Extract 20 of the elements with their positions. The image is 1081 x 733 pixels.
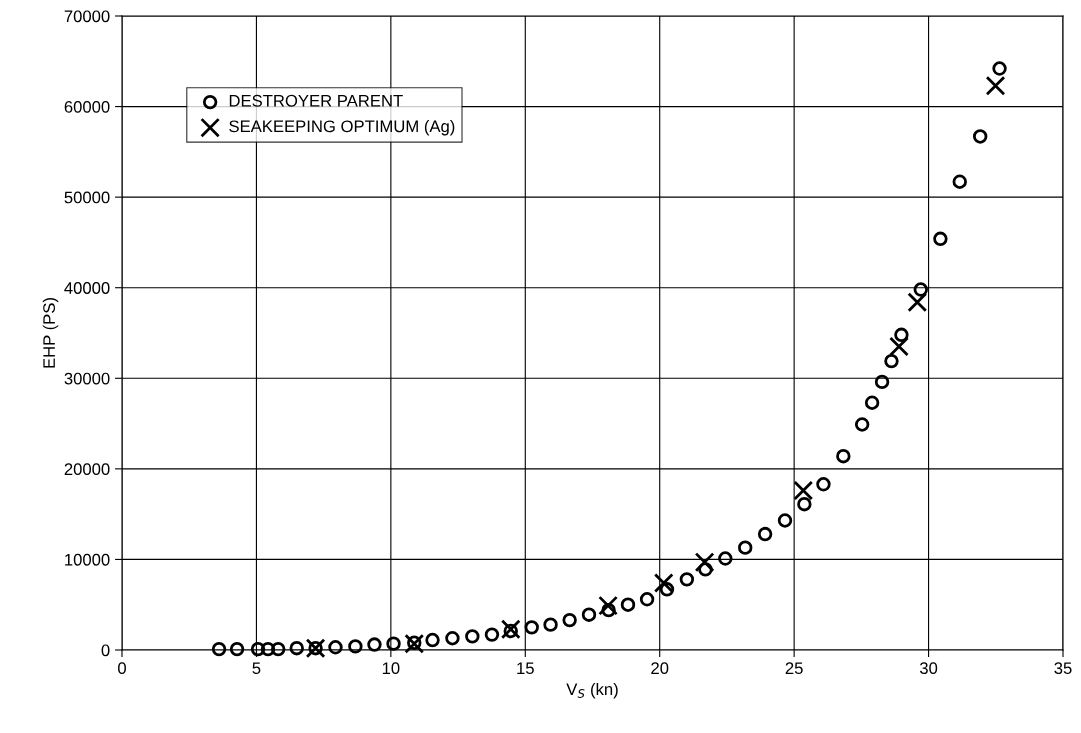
y-tick-label: 30000 (64, 372, 110, 385)
y-tick-label: 20000 (64, 463, 110, 476)
x-tick-label: 10 (382, 662, 400, 675)
legend-label: DESTROYER PARENT (229, 94, 403, 107)
x-tick-label: 20 (651, 662, 669, 675)
y-tick-label: 60000 (64, 100, 110, 113)
x-tick-label: 30 (919, 662, 938, 675)
y-axis-title: EHP (PS) (42, 298, 59, 368)
y-tick-label: 0 (101, 644, 110, 657)
y-tick-label: 10000 (65, 553, 110, 566)
y-tick-label: 40000 (64, 282, 110, 294)
x-tick-label: 0 (118, 662, 126, 675)
x-axis-title: V$_{S}$ (kn) (566, 682, 618, 699)
x-tick-label: 25 (785, 662, 803, 675)
y-tick-label: 70000 (64, 10, 110, 23)
y-tick-label: 50000 (64, 191, 110, 204)
x-tick-label: 5 (252, 662, 261, 675)
x-tick-label: 35 (1054, 662, 1072, 675)
legend-label: SEAKEEPING OPTIMUM (Ag) (229, 119, 455, 136)
x-tick-label: 15 (517, 662, 534, 675)
